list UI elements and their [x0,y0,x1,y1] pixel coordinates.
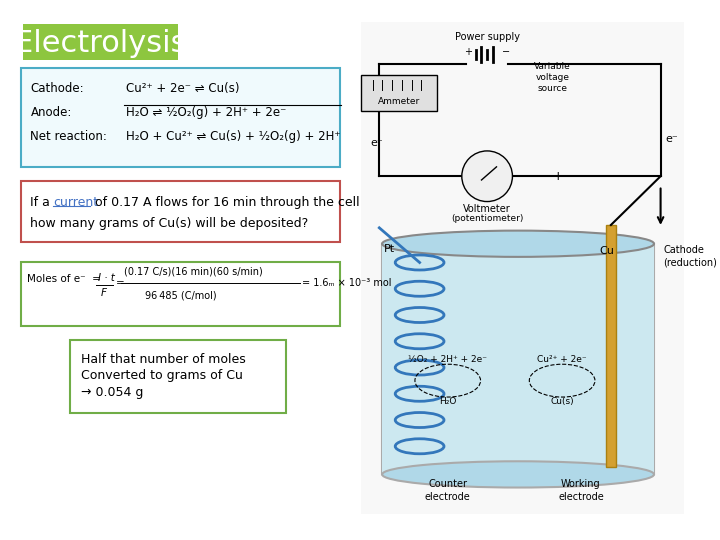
Text: Electrolysis: Electrolysis [14,29,186,58]
Text: Cathode:: Cathode: [30,82,84,94]
Text: Counter
electrode: Counter electrode [425,479,471,502]
Text: Net reaction:: Net reaction: [30,130,107,143]
Text: Ammeter: Ammeter [378,97,420,106]
Text: how many grams of Cu(s) will be deposited?: how many grams of Cu(s) will be deposite… [30,217,309,230]
Text: Converted to grams of Cu: Converted to grams of Cu [81,369,243,382]
Text: Power supply: Power supply [454,32,520,43]
Ellipse shape [382,231,654,257]
Text: Anode:: Anode: [30,106,72,119]
FancyBboxPatch shape [361,22,684,514]
Text: of 0.17 A flows for 16 min through the cell: of 0.17 A flows for 16 min through the c… [91,196,360,209]
Text: Working
electrode: Working electrode [558,479,604,502]
Text: (0.17 C/s)(16 min)(60 s/min): (0.17 C/s)(16 min)(60 s/min) [125,267,263,277]
FancyBboxPatch shape [361,75,438,111]
FancyBboxPatch shape [21,69,340,167]
Text: Cu: Cu [600,246,614,256]
Text: Cu(s): Cu(s) [550,397,574,406]
Text: Cathode
(reduction): Cathode (reduction) [663,245,717,267]
Text: ½O₂ + 2H⁺ + 2e⁻: ½O₂ + 2H⁺ + 2e⁻ [408,355,487,363]
Ellipse shape [382,461,654,488]
Text: Cu²⁺ + 2e⁻ ⇌ Cu(s): Cu²⁺ + 2e⁻ ⇌ Cu(s) [126,82,240,94]
Text: +: + [464,48,472,57]
Text: −: − [412,170,422,183]
Circle shape [462,151,513,201]
Text: Voltmeter: Voltmeter [463,204,511,214]
Polygon shape [606,225,616,467]
Text: current: current [53,196,98,209]
Text: H₂O + Cu²⁺ ⇌ Cu(s) + ½O₂(g) + 2H⁺: H₂O + Cu²⁺ ⇌ Cu(s) + ½O₂(g) + 2H⁺ [126,130,341,143]
Text: −: − [502,48,510,57]
Text: F: F [101,287,107,298]
Text: =: = [116,278,125,288]
Text: Half that number of moles: Half that number of moles [81,353,246,366]
Text: → 0.054 g: → 0.054 g [81,386,143,400]
FancyBboxPatch shape [21,181,340,242]
Text: +: + [552,170,563,183]
Text: Variable
voltage
source: Variable voltage source [534,62,571,93]
Text: Moles of e⁻  =: Moles of e⁻ = [27,274,101,285]
Text: Pt: Pt [384,245,395,254]
Text: (potentiometer): (potentiometer) [451,214,523,223]
FancyBboxPatch shape [23,24,178,60]
Text: H₂O: H₂O [439,397,456,406]
Text: Cu²⁺ + 2e⁻: Cu²⁺ + 2e⁻ [537,355,587,363]
Text: H₂O ⇌ ½O₂(g) + 2H⁺ + 2e⁻: H₂O ⇌ ½O₂(g) + 2H⁺ + 2e⁻ [126,106,287,119]
Text: e⁻: e⁻ [665,134,678,144]
Text: If a: If a [30,196,55,209]
FancyBboxPatch shape [21,262,340,326]
Text: 96 485 (C/mol): 96 485 (C/mol) [145,291,217,300]
Text: = 1.6ₘ × 10⁻³ mol: = 1.6ₘ × 10⁻³ mol [302,278,392,288]
Polygon shape [382,244,654,475]
Text: I · t: I · t [98,273,115,282]
FancyBboxPatch shape [70,340,286,414]
Text: e⁻: e⁻ [370,138,382,149]
